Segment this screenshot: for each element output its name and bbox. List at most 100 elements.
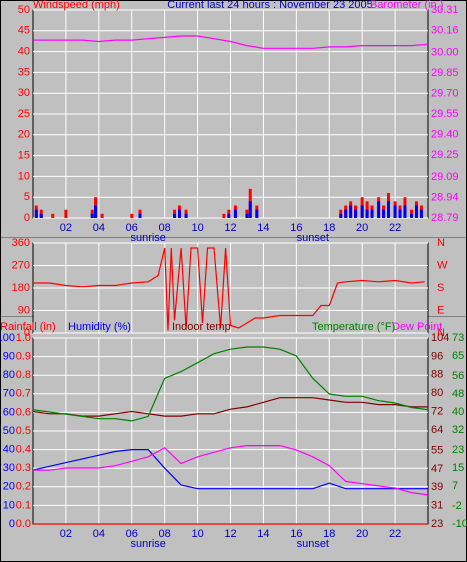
- wind-bar: [339, 213, 343, 218]
- x-tick-label: 18: [323, 528, 335, 540]
- y-tick-label: 50: [3, 425, 15, 437]
- sun-annotation: sunrise: [130, 232, 165, 244]
- y-tick-label: W: [437, 259, 448, 271]
- x-tick-label: 16: [290, 222, 302, 234]
- wind-bar: [39, 213, 43, 218]
- y-tick-label: 90: [3, 351, 15, 363]
- y-tick-label: 30.31: [431, 4, 459, 16]
- y-tick-label: 45: [18, 25, 30, 37]
- wind-bar: [100, 213, 104, 218]
- y-tick-label: 50: [18, 4, 30, 16]
- y-tick-label: 23: [431, 518, 443, 530]
- y-tick-label: 96: [431, 350, 443, 362]
- axis-title: Indoor temp: [172, 321, 231, 333]
- y-tick-label: 65: [452, 350, 464, 362]
- y-tick-label: 15: [452, 462, 464, 474]
- y-tick-label: 0: [24, 212, 30, 224]
- y-tick-label: S: [437, 282, 444, 294]
- x-tick-label: 04: [93, 222, 105, 234]
- wind-bar: [245, 213, 249, 218]
- y-tick-label: 29.09: [431, 171, 459, 183]
- x-tick-label: 20: [356, 528, 368, 540]
- wind-bar: [344, 209, 348, 218]
- sun-annotation: sunset: [297, 538, 329, 550]
- y-tick-label: 10: [18, 170, 30, 182]
- wind-bar: [377, 201, 381, 218]
- series-line: [32, 397, 428, 417]
- y-tick-label: 100: [0, 332, 15, 344]
- wind-bar: [227, 213, 231, 218]
- y-tick-label: 72: [431, 405, 443, 417]
- x-tick-label: 10: [191, 222, 203, 234]
- chart-title: Current last 24 hours : November 23 2005: [167, 0, 372, 11]
- series-line: [33, 445, 429, 496]
- y-tick-label: 48: [452, 388, 464, 400]
- y-tick-label: 0.8: [16, 369, 31, 381]
- panel-separator: [1, 237, 466, 238]
- x-tick-label: 06: [126, 528, 138, 540]
- y-tick-label: 29.55: [431, 108, 459, 120]
- y-tick-label: 30.00: [431, 46, 459, 58]
- y-tick-label: N: [437, 237, 445, 249]
- x-tick-label: 14: [257, 528, 269, 540]
- y-tick-label: 10: [3, 499, 15, 511]
- wind-bar: [387, 201, 390, 218]
- y-tick-label: 29.40: [431, 128, 459, 140]
- y-tick-label: 80: [431, 387, 443, 399]
- wind-bar: [255, 209, 259, 218]
- y-tick-label: 73: [452, 332, 464, 344]
- series-line: [33, 35, 429, 49]
- y-tick-label: 60: [3, 406, 15, 418]
- y-tick-label: 47: [431, 463, 443, 475]
- y-tick-label: 0.0: [16, 518, 31, 530]
- x-tick-label: 06: [126, 222, 138, 234]
- wind-bar: [370, 209, 374, 218]
- series-line: [32, 449, 428, 490]
- wind-bar: [382, 209, 386, 218]
- wind-bar: [354, 209, 358, 218]
- y-tick-label: 28.79: [431, 212, 459, 224]
- wind-bar: [365, 209, 369, 218]
- x-tick-label: 04: [93, 528, 105, 540]
- y-tick-label: 15: [18, 150, 30, 162]
- y-tick-label: 0: [24, 327, 30, 339]
- y-tick-label: 29.25: [431, 149, 459, 161]
- axis-title: Rainfall (in): [0, 321, 56, 333]
- y-tick-label: 90: [18, 304, 30, 316]
- x-tick-label: 08: [159, 528, 171, 540]
- x-tick-label: 16: [290, 528, 302, 540]
- y-tick-label: 0.7: [16, 388, 31, 400]
- wind-bar: [410, 213, 414, 218]
- series-line: [33, 247, 425, 331]
- y-tick-label: 0: [9, 518, 15, 530]
- x-tick-label: 02: [60, 222, 72, 234]
- y-tick-label: 64: [431, 424, 443, 436]
- wind-bar: [34, 209, 38, 218]
- wind-bar: [403, 205, 407, 218]
- y-tick-label: 0.2: [16, 481, 31, 493]
- y-tick-label: 20: [18, 129, 30, 141]
- series-line: [32, 346, 429, 422]
- y-tick-label: 0.9: [16, 351, 31, 363]
- y-tick-label: 29.70: [431, 87, 459, 99]
- y-tick-label: 31: [431, 500, 443, 512]
- y-tick-label: N: [437, 327, 445, 339]
- axis-title: Humidity (%): [68, 321, 131, 333]
- x-tick-label: 10: [191, 528, 203, 540]
- y-tick-label: 360: [12, 237, 30, 249]
- y-tick-label: 70: [3, 388, 15, 400]
- sun-annotation: sunset: [297, 232, 329, 244]
- y-tick-label: 5: [24, 191, 30, 203]
- y-tick-label: 104: [431, 332, 449, 344]
- wind-bar: [177, 209, 181, 218]
- y-tick-label: 56: [452, 370, 464, 382]
- wind-bar: [419, 209, 423, 218]
- y-tick-label: 40: [18, 46, 30, 58]
- axis-title: Windspeed (mph): [33, 0, 120, 11]
- y-tick-label: 40: [452, 406, 464, 418]
- y-tick-label: 28.94: [431, 191, 459, 203]
- y-tick-label: -2: [452, 500, 462, 512]
- x-tick-label: 20: [356, 222, 368, 234]
